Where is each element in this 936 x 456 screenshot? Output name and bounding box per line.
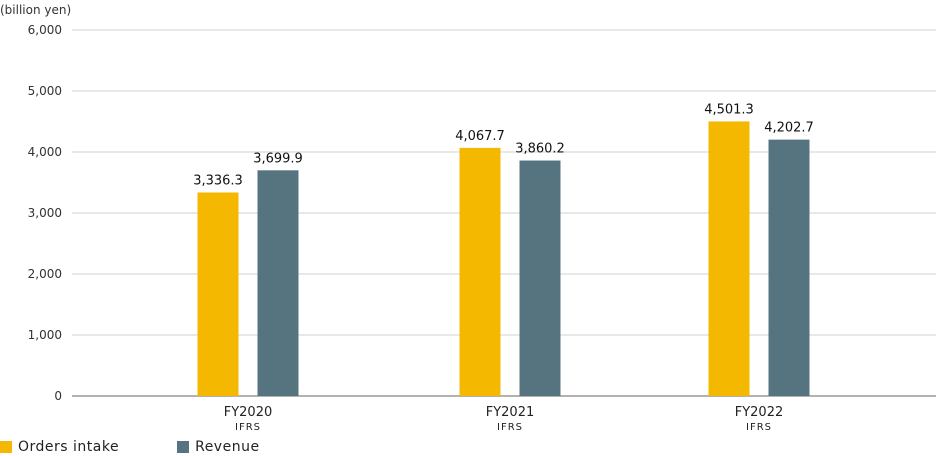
legend-swatch-revenue <box>177 441 190 453</box>
x-category-label: FY2021 <box>486 405 535 420</box>
y-tick-label: 4,000 <box>28 145 62 159</box>
data-label: 4,202.7 <box>764 121 814 136</box>
legend-label-revenue: Revenue <box>195 439 260 455</box>
y-tick-label: 0 <box>54 389 62 403</box>
y-tick-label: 3,000 <box>28 206 62 220</box>
y-tick-label: 5,000 <box>28 84 62 98</box>
y-axis-ticks: 0 1,000 2,000 3,000 4,000 5,000 6,000 <box>28 23 62 403</box>
x-category-label: FY2022 <box>735 405 784 420</box>
data-label: 3,336.3 <box>193 173 243 188</box>
legend-swatch-orders-intake <box>0 441 12 453</box>
x-axis-categories: FY2020 IFRS FY2021 IFRS FY2022 IFRS <box>224 405 784 433</box>
bar-orders-intake-fy2021 <box>459 147 501 396</box>
y-tick-label: 1,000 <box>28 328 62 342</box>
legend: Orders intake Revenue <box>0 438 318 456</box>
bars <box>197 121 810 396</box>
bar-orders-intake-fy2020 <box>197 192 239 396</box>
y-axis-unit-label: (billion yen) <box>0 3 71 17</box>
bar-revenue-fy2022 <box>768 139 810 396</box>
legend-item-revenue: Revenue <box>177 439 259 455</box>
data-label: 4,067.7 <box>455 129 505 144</box>
bar-revenue-fy2020 <box>257 170 299 396</box>
bar-chart: (billion yen) 0 1,000 2,000 3,000 4,000 5,000… <box>0 3 936 433</box>
x-category-label: FY2020 <box>224 405 273 420</box>
bar-revenue-fy2021 <box>519 160 561 396</box>
data-labels: 3,336.3 3,699.9 4,067.7 3,860.2 4,501.3 4,202… <box>193 102 814 188</box>
y-tick-label: 2,000 <box>28 267 62 281</box>
x-category-sublabel: IFRS <box>497 422 523 433</box>
x-category-sublabel: IFRS <box>746 422 772 433</box>
legend-label-orders-intake: Orders intake <box>18 439 120 455</box>
x-category-sublabel: IFRS <box>235 422 261 433</box>
y-tick-label: 6,000 <box>28 23 62 37</box>
legend-item-orders-intake: Orders intake <box>0 439 119 455</box>
bar-orders-intake-fy2022 <box>708 121 750 396</box>
data-label: 4,501.3 <box>704 102 754 117</box>
data-label: 3,860.2 <box>515 142 565 157</box>
data-label: 3,699.9 <box>253 151 303 166</box>
